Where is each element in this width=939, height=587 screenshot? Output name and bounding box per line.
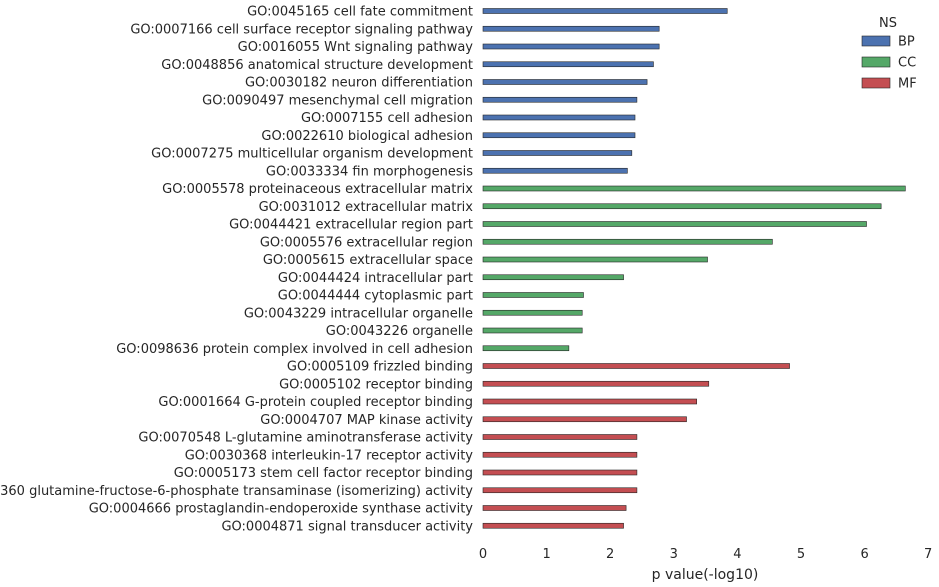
category-label: GO:0016055 Wnt signaling pathway <box>238 40 474 55</box>
category-label: GO:0007155 cell adhesion <box>301 111 473 126</box>
legend-label-cc: CC <box>898 56 916 71</box>
x-tick-label: 4 <box>733 547 741 562</box>
bar-mf <box>482 487 638 494</box>
legend-title: NS <box>879 16 897 31</box>
legend-label-bp: BP <box>898 35 915 50</box>
bar-cc <box>482 292 584 298</box>
category-label: GO:0090497 mesenchymal cell migration <box>202 93 473 108</box>
category-label: GO:0005102 receptor binding <box>279 377 473 392</box>
category-label: GO:0043226 organelle <box>326 324 473 339</box>
bar-bp <box>482 167 628 174</box>
bar-cc <box>482 327 583 334</box>
bar-bp <box>482 61 654 68</box>
legend-label-mf: MF <box>898 77 917 92</box>
bar-bp <box>482 96 638 103</box>
category-label: GO:0005615 extracellular space <box>263 253 473 268</box>
category-label: GO:0007275 multicellular organism develo… <box>151 147 473 162</box>
category-label: GO:0033334 fin morphogenesis <box>266 164 473 179</box>
category-label: GO:0004871 signal transducer activity <box>221 519 473 534</box>
bar-mf <box>482 363 790 369</box>
bar-mf <box>482 416 687 423</box>
x-tick-label: 2 <box>606 547 614 562</box>
category-label: GO:0001664 G-protein coupled receptor bi… <box>158 395 473 410</box>
category-label: GO:0005109 frizzled binding <box>287 360 473 375</box>
bar-mf <box>482 469 638 476</box>
x-tick-label: 7 <box>924 547 932 562</box>
x-axis-label: p value(-log10) <box>652 567 759 583</box>
category-label: GO:0022610 biological adhesion <box>261 129 473 144</box>
bar-bp <box>482 8 728 14</box>
category-label: GO:0044421 extracellular region part <box>229 218 473 233</box>
bar-mf <box>482 522 624 529</box>
x-tick-label: 3 <box>670 547 678 562</box>
category-label: GO:0005576 extracellular region <box>260 235 473 250</box>
x-tick-label: 6 <box>860 547 868 562</box>
bar-cc <box>482 274 624 281</box>
bar-mf <box>482 505 627 511</box>
legend: NS BP CC MF <box>861 16 917 92</box>
bar-bp <box>482 114 636 121</box>
x-tick-label: 5 <box>797 547 805 562</box>
x-axis: 0 1 2 3 4 5 6 7 <box>479 547 932 562</box>
legend-swatch-mf <box>861 77 891 89</box>
category-label: GO:0005578 proteinaceous extracellular m… <box>162 182 473 197</box>
category-label: GO:0031012 extracellular matrix <box>259 200 474 215</box>
category-label: GO:0044424 intracellular part <box>278 271 473 286</box>
bar-mf <box>482 398 697 405</box>
bar-cc <box>482 345 570 352</box>
bar-bp <box>482 132 636 139</box>
bar-cc <box>482 185 906 192</box>
category-label: GO:0070548 L-glutamine aminotransferase … <box>138 431 473 446</box>
bar-cc <box>482 309 583 316</box>
x-tick-label: 1 <box>542 547 550 562</box>
category-label: GO:0030182 neuron differentiation <box>245 76 473 91</box>
bar-mf <box>482 380 710 387</box>
bar-mf <box>482 451 638 458</box>
category-labels: GO:0045165 cell fate commitment GO:000716… <box>0 5 473 535</box>
category-label: GO:0045165 cell fate commitment <box>247 5 473 20</box>
category-label: GO:0098636 protein complex involved in c… <box>116 342 473 357</box>
bar-cc <box>482 238 773 245</box>
bar-cc <box>482 256 708 263</box>
bar-bp <box>482 25 660 32</box>
x-tick-label: 0 <box>479 547 487 562</box>
legend-swatch-cc <box>861 56 891 68</box>
bar-bp <box>482 43 660 50</box>
category-label: GO:0004666 prostaglandin-endoperoxide sy… <box>89 502 474 517</box>
bar-cc <box>482 221 867 227</box>
legend-swatch-bp <box>861 35 891 47</box>
category-label: GO:0044444 cytoplasmic part <box>278 289 473 304</box>
bar-bp <box>482 79 648 85</box>
category-label: GO:0005173 stem cell factor receptor bin… <box>174 466 473 481</box>
bar-cc <box>482 203 882 210</box>
bar-bp <box>482 150 633 156</box>
category-label: GO:0004360 glutamine-fructose-6-phosphat… <box>0 484 473 499</box>
bars <box>482 8 906 529</box>
bar-mf <box>482 434 638 440</box>
category-label: GO:0048856 anatomical structure developm… <box>161 58 473 73</box>
category-label: GO:0007166 cell surface receptor signali… <box>130 22 473 37</box>
category-label: GO:0004707 MAP kinase activity <box>260 413 473 428</box>
category-label: GO:0043229 intracellular organelle <box>244 306 473 321</box>
category-label: GO:0030368 interleukin-17 receptor activ… <box>185 448 474 463</box>
